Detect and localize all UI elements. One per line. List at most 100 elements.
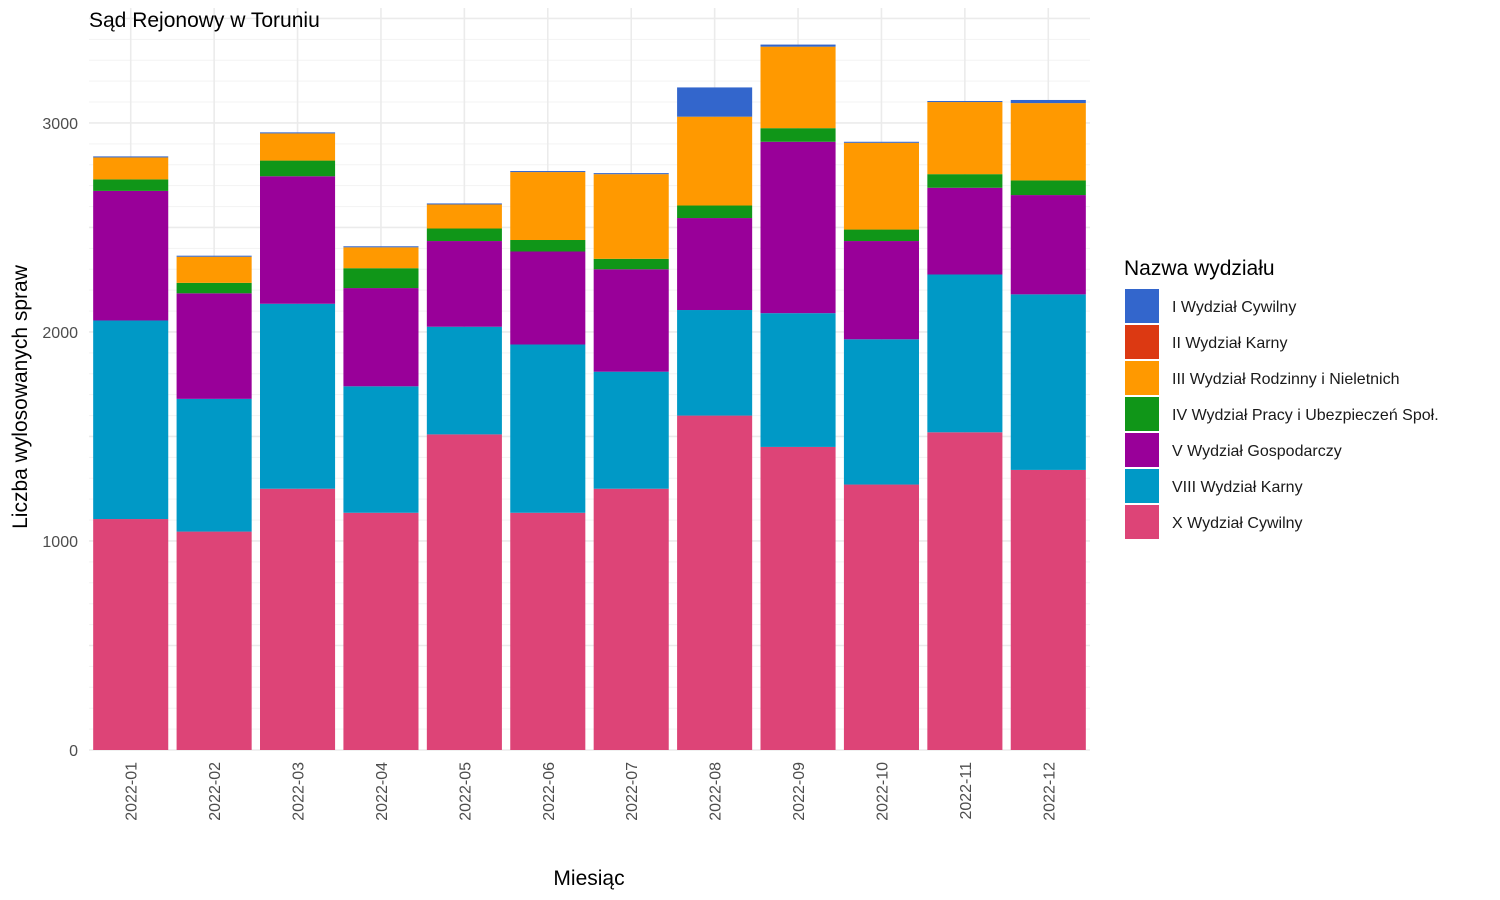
bar-segment [927, 274, 1003, 433]
bar-segment [426, 204, 502, 229]
y-axis-title: Liczba wylosowanych spraw [9, 264, 32, 529]
x-tick-label: 2022-11 [958, 762, 975, 820]
bar-segment [677, 310, 753, 416]
bar-segment [843, 339, 919, 485]
x-tick-label: 2022-04 [374, 762, 391, 821]
bar-segment [93, 190, 169, 321]
legend-swatch [1125, 361, 1159, 395]
bar-segment [93, 156, 169, 158]
x-tick-label: 2022-07 [624, 762, 641, 821]
x-tick-label: 2022-12 [1041, 762, 1058, 821]
x-tick-label: 2022-03 [291, 762, 308, 821]
legend-label: II Wydział Karny [1172, 335, 1287, 352]
bar-segment [343, 247, 419, 269]
bar-segment [343, 246, 419, 248]
bar-segment [510, 251, 586, 345]
legend-swatch [1125, 289, 1159, 323]
bar-segment [760, 46, 836, 129]
legend-swatch [1125, 325, 1159, 359]
bar-segment [176, 398, 252, 532]
bar-segment [927, 174, 1003, 188]
bar-segment [426, 203, 502, 205]
bar-segment [677, 218, 753, 311]
bar-segment [593, 258, 669, 270]
legend-swatch [1125, 433, 1159, 467]
bar-segment [760, 44, 836, 47]
bar-segment [1010, 195, 1086, 295]
bar-segment [593, 173, 669, 175]
bar-segment [176, 531, 252, 750]
bar-segment [843, 484, 919, 750]
bar-segment [1010, 180, 1086, 196]
legend-items: I Wydział Cywilny II Wydział Karny III Wyd… [1125, 289, 1439, 539]
bar-segment [1010, 294, 1086, 470]
bar-segment [510, 171, 586, 173]
bar-segment [843, 142, 919, 230]
bar-segment [1010, 103, 1086, 181]
bar-segment [343, 512, 419, 750]
x-tick-label: 2022-09 [791, 762, 808, 821]
bar-segment [677, 87, 753, 117]
y-tick-label: 2000 [42, 325, 78, 342]
legend-label: VIII Wydział Karny [1172, 479, 1303, 496]
bar-segment [593, 269, 669, 372]
bar-segment [426, 241, 502, 327]
bar-segment [260, 133, 336, 161]
bar-segment [176, 255, 252, 257]
bar-segment [510, 172, 586, 241]
x-tick-label: 2022-10 [874, 762, 891, 821]
bar-segment [927, 432, 1003, 750]
bar-segment [510, 240, 586, 252]
bar-segment [677, 415, 753, 750]
bar-segment [843, 141, 919, 143]
legend: Nazwa wydziału I Wydział Cywilny II Wydzi… [1124, 257, 1439, 539]
bar-segment [343, 386, 419, 513]
bar-segment [593, 488, 669, 750]
x-tick-label: 2022-08 [708, 762, 725, 821]
bar-segment [927, 102, 1003, 175]
bar-segment [426, 326, 502, 435]
bar-segment [510, 344, 586, 513]
legend-label: I Wydział Cywilny [1172, 299, 1296, 316]
y-tick-label: 3000 [42, 116, 78, 133]
bar-segment [510, 512, 586, 750]
legend-label: III Wydział Rodzinny i Nieletnich [1172, 371, 1400, 388]
bar-segment [426, 434, 502, 750]
bar-segment [760, 446, 836, 750]
chart-title: Sąd Rejonowy w Toruniu [89, 9, 320, 32]
bar-segment [260, 160, 336, 177]
legend-swatch [1125, 469, 1159, 503]
x-tick-label: 2022-06 [541, 762, 558, 821]
bar-segment [760, 313, 836, 447]
bar-segment [93, 320, 169, 520]
bar-segment [927, 187, 1003, 275]
y-axis-ticks: 0 1000 2000 3000 [42, 116, 78, 760]
bar-segment [593, 174, 669, 259]
legend-swatch [1125, 505, 1159, 539]
bars [93, 44, 1086, 750]
x-axis-ticks: 2022-01 2022-02 2022-03 2022-04 2022-05 2022-… [124, 762, 1059, 821]
y-tick-label: 0 [69, 743, 78, 760]
bar-segment [260, 488, 336, 750]
bar-segment [677, 205, 753, 219]
bar-segment [260, 176, 336, 304]
bar-segment [343, 268, 419, 289]
bar-segment [760, 141, 836, 314]
bar-segment [843, 229, 919, 242]
legend-label: IV Wydział Pracy i Ubezpieczeń Społ. [1172, 407, 1439, 424]
legend-label: V Wydział Gospodarczy [1172, 443, 1342, 460]
bar-segment [93, 157, 169, 180]
y-tick-label: 1000 [42, 534, 78, 551]
x-tick-label: 2022-02 [207, 762, 224, 821]
bar-segment [93, 179, 169, 191]
bar-segment [843, 241, 919, 340]
x-axis-title: Miesiąc [553, 867, 624, 890]
bar-segment [426, 228, 502, 242]
bar-segment [927, 101, 1003, 103]
bar-segment [760, 128, 836, 142]
bar-segment [593, 371, 669, 489]
legend-swatch [1125, 397, 1159, 431]
bar-segment [93, 519, 169, 750]
